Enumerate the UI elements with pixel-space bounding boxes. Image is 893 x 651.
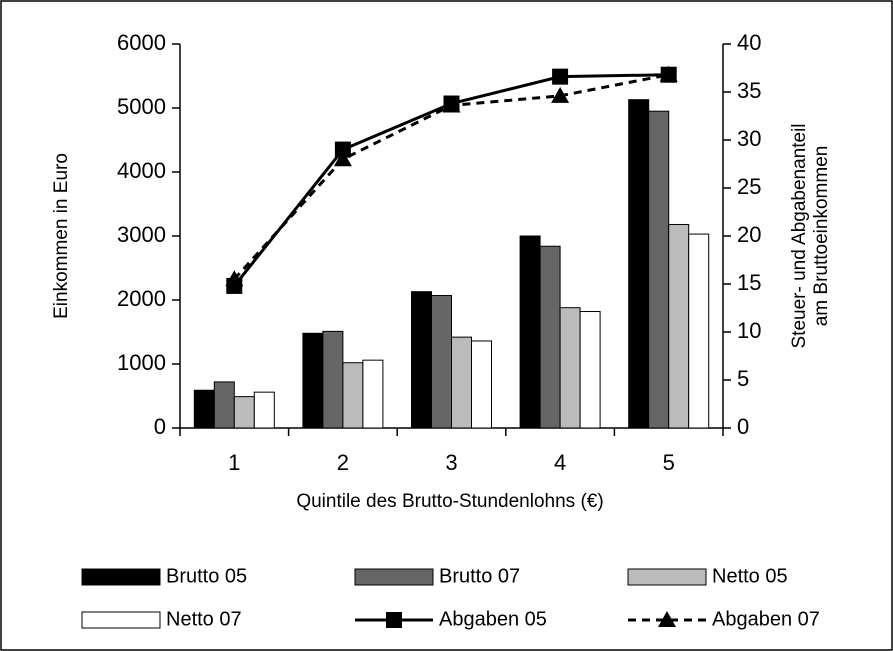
legend-swatch: [354, 568, 434, 586]
y2-tick-label: 25: [737, 174, 761, 199]
y2-axis-label: Steuer- und Abgabenanteil: [789, 123, 810, 348]
bar: [302, 332, 324, 429]
legend-label: Abgaben 05: [439, 608, 547, 630]
bar: [431, 295, 452, 429]
y-tick-label: 1000: [117, 350, 166, 375]
bar: [322, 330, 344, 429]
bar: [233, 396, 255, 429]
bar: [628, 99, 650, 429]
bar: [559, 307, 581, 429]
y-tick-label: 2000: [117, 286, 166, 311]
y2-tick-label: 15: [737, 270, 761, 295]
bar: [213, 381, 235, 429]
y-tick-label: 4000: [117, 158, 166, 183]
y2-tick-label: 30: [737, 126, 761, 151]
bar: [579, 311, 601, 429]
y2-tick-label: 20: [737, 222, 761, 247]
bar: [648, 110, 670, 429]
x-tick-label: 2: [337, 450, 349, 475]
bar: [668, 223, 690, 429]
y-tick-label: 0: [154, 414, 166, 439]
legend-swatch: [81, 568, 161, 586]
marker: [551, 86, 570, 103]
bar: [342, 362, 364, 429]
bar: [253, 391, 275, 429]
y2-tick-label: 0: [737, 414, 749, 439]
bar: [471, 340, 492, 429]
legend-marker: [386, 612, 402, 628]
bar: [362, 359, 384, 429]
x-axis-label: Quintile des Brutto-Stundenlohns (€): [296, 491, 603, 512]
bar: [411, 291, 432, 429]
bar: [539, 245, 561, 429]
legend-label: Brutto 07: [439, 565, 520, 587]
x-tick-label: 4: [554, 450, 566, 475]
legend-label: Netto 05: [712, 565, 788, 587]
bar: [688, 233, 710, 429]
marker: [333, 150, 352, 167]
bar: [519, 235, 541, 429]
legend-label: Abgaben 07: [712, 608, 820, 630]
y2-tick-label: 10: [737, 318, 761, 343]
y-axis-label: Einkommen in Euro: [51, 153, 72, 319]
marker: [225, 270, 244, 287]
legend-marker: [658, 611, 676, 627]
legend-swatch: [81, 611, 161, 629]
marker: [659, 65, 678, 82]
y2-axis-label: am Bruttoeinkommen: [811, 146, 832, 327]
y2-tick-label: 5: [737, 366, 749, 391]
bar: [193, 389, 215, 429]
legend-label: Netto 07: [166, 608, 242, 630]
y-tick-label: 5000: [117, 94, 166, 119]
y-tick-label: 6000: [117, 30, 166, 55]
y2-tick-label: 40: [737, 30, 761, 55]
marker: [552, 68, 569, 85]
x-tick-label: 1: [228, 450, 240, 475]
marker: [442, 96, 461, 113]
x-tick-label: 3: [445, 450, 457, 475]
marker: [334, 141, 351, 158]
bar: [451, 336, 472, 429]
legend-swatch: [627, 568, 707, 586]
y2-tick-label: 35: [737, 78, 761, 103]
x-tick-label: 5: [663, 450, 675, 475]
y-tick-label: 3000: [117, 222, 166, 247]
legend-label: Brutto 05: [166, 565, 247, 587]
